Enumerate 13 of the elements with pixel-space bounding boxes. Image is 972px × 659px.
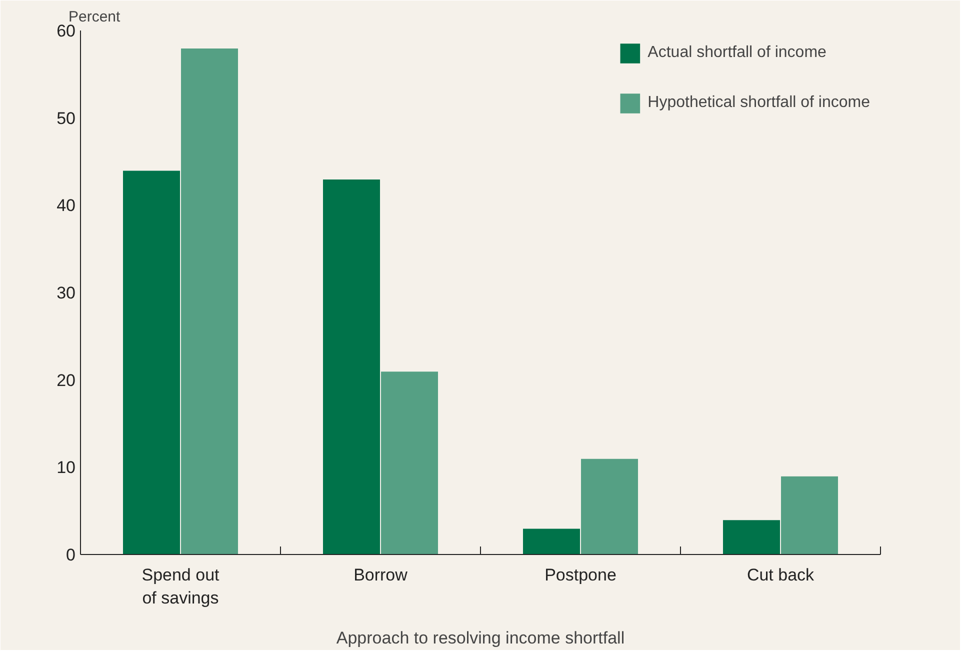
x-tick-label: Spend out of savings [142, 566, 220, 608]
legend-label: Hypothetical shortfall of income [648, 94, 870, 112]
y-tick-label: 40 [56, 196, 76, 216]
y-tick-label: 20 [56, 370, 76, 390]
y-tick-label: 30 [56, 284, 76, 302]
x-tick-label: Borrow [354, 566, 408, 584]
x-tick-label: Cut back [746, 566, 815, 584]
x-axis-title: Approach to resolving income shortfall [336, 628, 625, 648]
x-tick-label: Postpone [544, 566, 616, 584]
y-tick-label: 50 [56, 108, 76, 128]
y-tick-label: 10 [56, 458, 76, 478]
legend-label: Actual shortfall of income [648, 44, 826, 62]
y-tick-label: 0 [66, 546, 76, 564]
